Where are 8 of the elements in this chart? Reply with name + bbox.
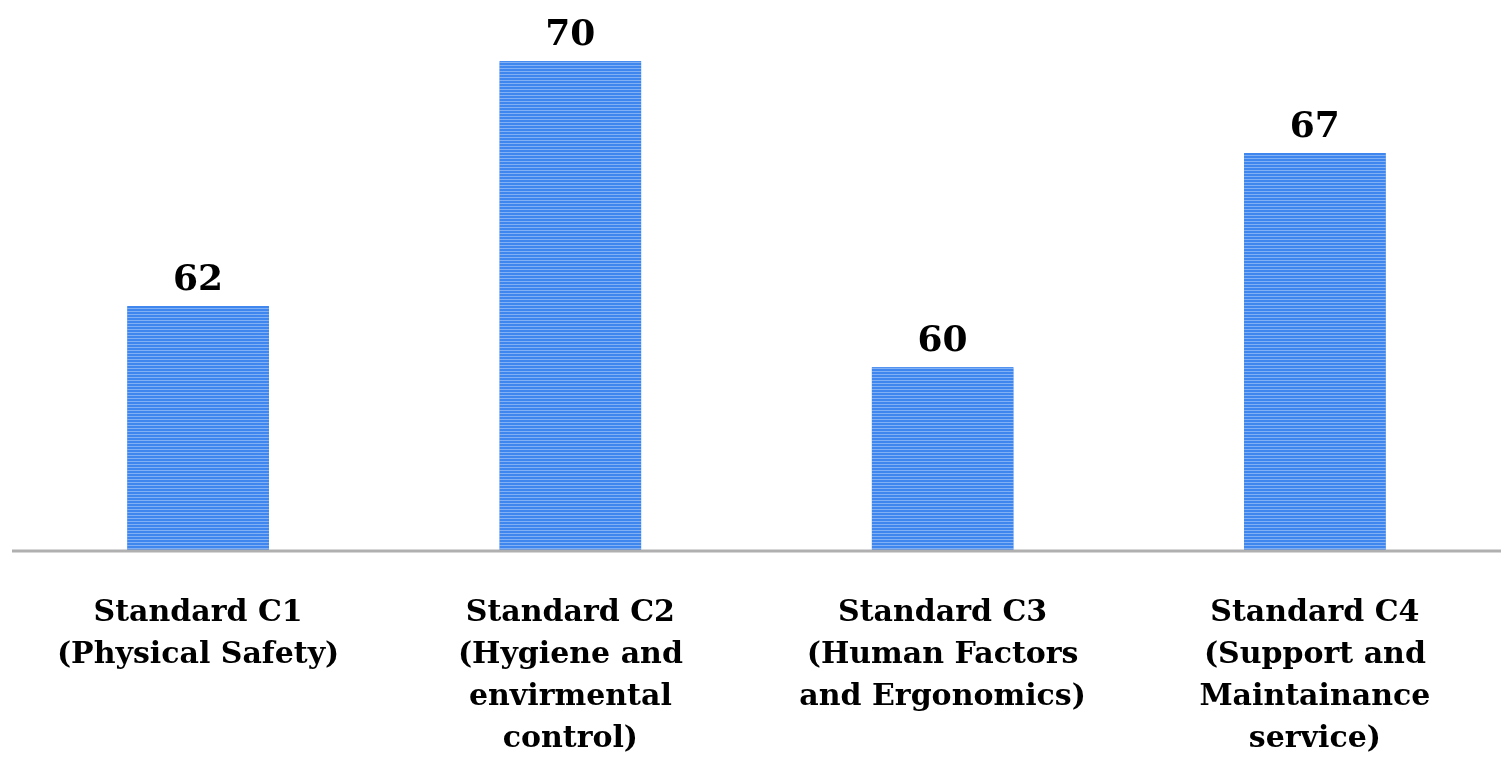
data-label: 62 <box>173 256 224 299</box>
x-tick-label: Standard C4 (Support and Maintainance service) <box>1199 593 1431 754</box>
x-tick-label: Standard C1 (Physical Safety) <box>56 593 340 670</box>
data-label: 70 <box>545 11 596 54</box>
data-label: 60 <box>917 317 968 360</box>
x-tick-label: Standard C2 (Hygiene and envirmental control) <box>457 593 683 754</box>
x-tick-label: Standard C3 (Human Factors and Ergonomics) <box>799 593 1086 712</box>
data-label: 67 <box>1289 103 1340 146</box>
